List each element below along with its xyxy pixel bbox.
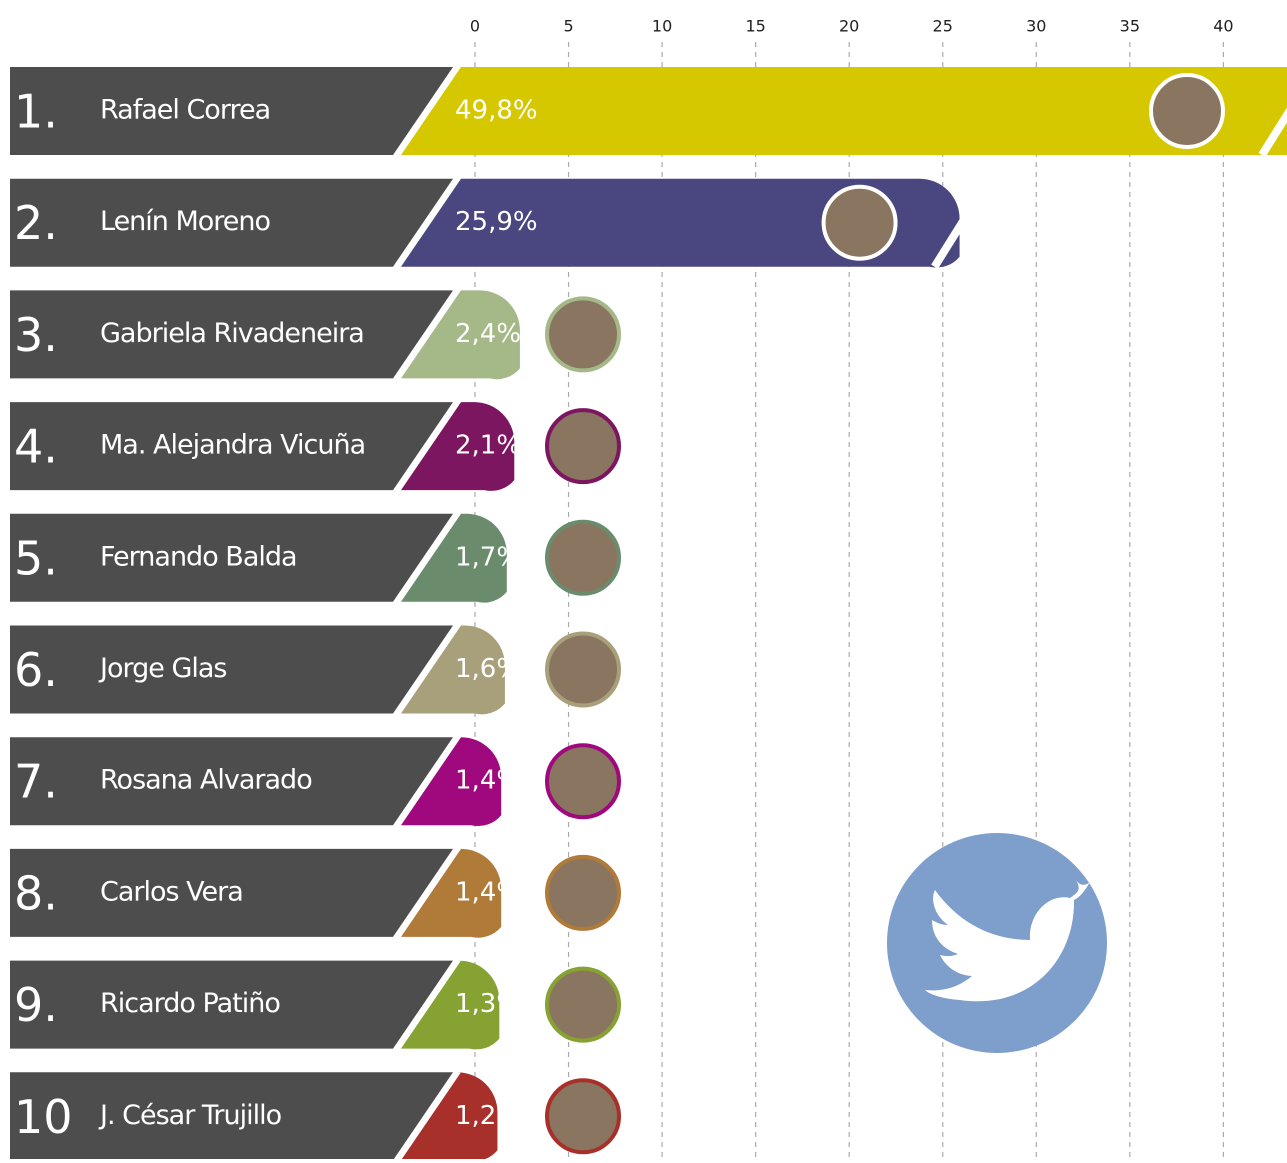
avatar bbox=[547, 298, 619, 370]
row: 3. Gabriela Rivadeneira 2,4% bbox=[10, 290, 619, 379]
row: 5. Fernando Balda 1,7% bbox=[10, 514, 619, 603]
x-tick-label: 15 bbox=[745, 17, 765, 36]
candidate-name: Jorge Glas bbox=[98, 653, 226, 684]
value-label: 1,4% bbox=[455, 766, 521, 796]
rank: 4. bbox=[14, 420, 58, 474]
rank: 5. bbox=[14, 531, 58, 585]
candidate-name: Fernando Balda bbox=[100, 541, 297, 572]
avatar bbox=[547, 745, 619, 817]
avatar bbox=[547, 410, 619, 482]
avatar bbox=[547, 1080, 619, 1152]
rank: 2. bbox=[14, 196, 58, 250]
value-label: 2,4% bbox=[455, 319, 521, 349]
row: 6. Jorge Glas 1,6% bbox=[10, 626, 619, 715]
row: 7. Rosana Alvarado 1,4% bbox=[10, 737, 619, 826]
chart: 0 5 10 15 20 25 30 35 40 1. Rafael Correa 49,8% 2. L… bbox=[0, 0, 1287, 1159]
rank: 9. bbox=[14, 978, 58, 1032]
avatar bbox=[824, 187, 896, 259]
row: 2. Lenín Moreno 25,9% bbox=[10, 179, 990, 268]
x-tick-label: 20 bbox=[839, 17, 859, 36]
candidate-name: Carlos Vera bbox=[100, 876, 243, 907]
value-label: 1,2% bbox=[455, 1101, 521, 1131]
x-tick-label: 25 bbox=[933, 17, 953, 36]
candidate-name: J. César Trujillo bbox=[98, 1100, 282, 1131]
row: 8. Carlos Vera 1,4% bbox=[10, 849, 619, 938]
avatar bbox=[547, 634, 619, 706]
rows: 1. Rafael Correa 49,8% 2. Lenín Moreno 25,9% 3… bbox=[10, 67, 1287, 1159]
candidate-name: Ricardo Patiño bbox=[100, 988, 280, 1019]
x-tick-label: 40 bbox=[1213, 17, 1233, 36]
value-label: 25,9% bbox=[455, 207, 538, 237]
label-panel bbox=[10, 626, 453, 714]
row: 9. Ricardo Patiño 1,3% bbox=[10, 961, 619, 1050]
x-tick-label: 0 bbox=[470, 17, 480, 36]
value-label: 1,3% bbox=[455, 989, 521, 1019]
row: 1. Rafael Correa 49,8% bbox=[10, 67, 1287, 156]
rank: 3. bbox=[14, 308, 58, 362]
rank: 8. bbox=[14, 866, 58, 920]
value-label: 1,7% bbox=[455, 542, 521, 572]
x-tick-label: 5 bbox=[563, 17, 573, 36]
row: 10 J. César Trujillo 1,2% bbox=[10, 1072, 619, 1159]
rank: 7. bbox=[14, 755, 58, 809]
rank: 6. bbox=[14, 643, 58, 697]
x-tick-label: 35 bbox=[1120, 17, 1140, 36]
candidate-name: Gabriela Rivadeneira bbox=[100, 318, 364, 349]
avatar bbox=[547, 969, 619, 1041]
avatar bbox=[547, 522, 619, 594]
avatar bbox=[1151, 75, 1223, 147]
x-tick-label: 30 bbox=[1026, 17, 1046, 36]
avatar bbox=[547, 857, 619, 929]
twitter-icon bbox=[887, 833, 1107, 1053]
value-label: 1,6% bbox=[455, 654, 521, 684]
candidate-name: Ma. Alejandra Vicuña bbox=[100, 430, 365, 461]
candidate-name: Rosana Alvarado bbox=[100, 765, 312, 796]
value-label: 2,1% bbox=[455, 431, 521, 461]
candidate-name: Lenín Moreno bbox=[100, 206, 271, 237]
x-tick-label: 10 bbox=[652, 17, 672, 36]
row: 4. Ma. Alejandra Vicuña 2,1% bbox=[10, 402, 619, 491]
value-label: 49,8% bbox=[455, 96, 538, 126]
rank: 1. bbox=[14, 85, 58, 139]
rank: 10 bbox=[14, 1090, 73, 1144]
candidate-name: Rafael Correa bbox=[100, 95, 270, 126]
value-label: 1,4% bbox=[455, 877, 521, 907]
